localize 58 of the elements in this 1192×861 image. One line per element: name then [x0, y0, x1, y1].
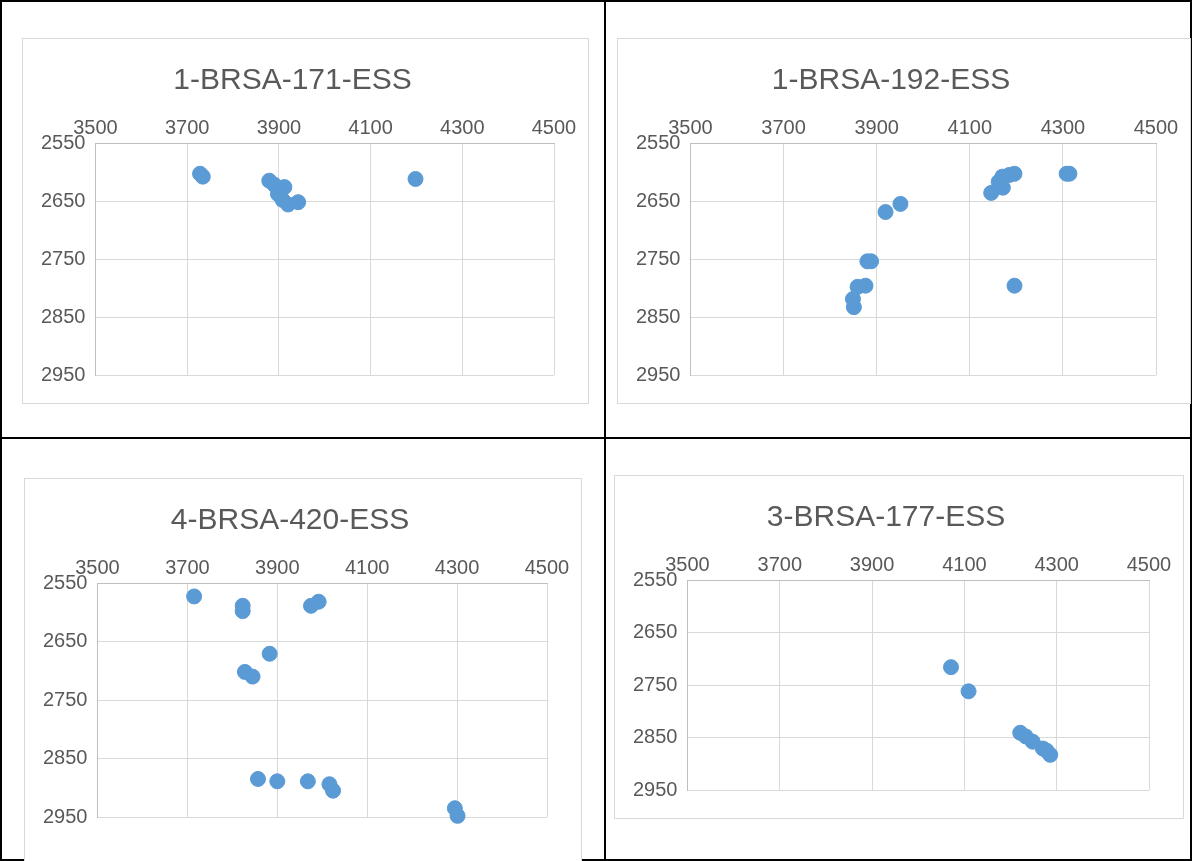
y-tick-label: 2750: [632, 672, 678, 695]
y-tick-label: 2950: [42, 804, 88, 827]
point: [269, 773, 286, 790]
y-tick-label: 2750: [42, 687, 88, 710]
y-tick-label: 2750: [40, 246, 86, 269]
x-tick-label: 4500: [524, 555, 570, 578]
x-tick-label: 4100: [947, 115, 993, 138]
point: [1006, 277, 1023, 294]
x-tick-label: 4500: [531, 115, 577, 138]
x-tick-label: 3700: [164, 115, 210, 138]
point: [943, 659, 960, 676]
x-tick-label: 3900: [255, 555, 300, 578]
x-tick-label: 3700: [165, 555, 210, 578]
x-tick-label: 4300: [434, 555, 480, 578]
point: [290, 194, 307, 211]
y-tick-label: 2950: [635, 362, 681, 385]
y-tick-label: 2850: [40, 304, 86, 327]
y-tick-label: 2950: [632, 777, 678, 800]
x-tick-label: 3900: [854, 115, 899, 138]
x-tick-label: 4300: [440, 115, 485, 138]
y-tick-label: 2750: [635, 246, 681, 269]
y-tick-label: 2850: [42, 746, 88, 769]
point: [983, 184, 1000, 201]
point: [249, 770, 266, 787]
point: [407, 170, 424, 187]
x-tick-label: 4300: [1040, 115, 1086, 138]
chart-title: 3-BRSA-177-ESS: [766, 499, 1006, 533]
point: [449, 807, 466, 824]
point: [261, 645, 278, 662]
point: [244, 668, 261, 685]
x-tick-label: 4500: [1133, 115, 1179, 138]
x-tick-label: 4100: [348, 115, 393, 138]
x-tick-label: 4100: [344, 555, 390, 578]
y-tick-label: 2650: [632, 620, 678, 643]
y-tick-label: 2650: [42, 629, 88, 652]
point: [892, 195, 909, 212]
point: [299, 773, 316, 790]
point: [960, 683, 977, 700]
point: [310, 593, 327, 610]
x-tick-label: 4100: [942, 552, 987, 575]
y-tick-label: 2850: [635, 304, 681, 327]
y-tick-label: 2850: [632, 725, 678, 748]
y-tick-label: 2950: [40, 362, 86, 385]
chart-title: 1-BRSA-192-ESS: [771, 62, 1011, 96]
x-tick-label: 4300: [1034, 552, 1079, 575]
x-tick-label: 3700: [761, 115, 806, 138]
point: [325, 782, 342, 799]
point: [186, 588, 203, 605]
point: [877, 204, 894, 221]
x-tick-label: 3900: [849, 552, 895, 575]
chart-title: 1-BRSA-171-ESS: [173, 62, 412, 96]
chart-title: 4-BRSA-420-ESS: [170, 502, 410, 536]
x-tick-label: 3900: [256, 115, 302, 138]
point: [1042, 746, 1059, 763]
x-tick-label: 4500: [1126, 552, 1172, 575]
y-tick-label: 2650: [40, 188, 86, 211]
x-tick-label: 3700: [757, 552, 803, 575]
y-tick-label: 2650: [635, 188, 681, 211]
